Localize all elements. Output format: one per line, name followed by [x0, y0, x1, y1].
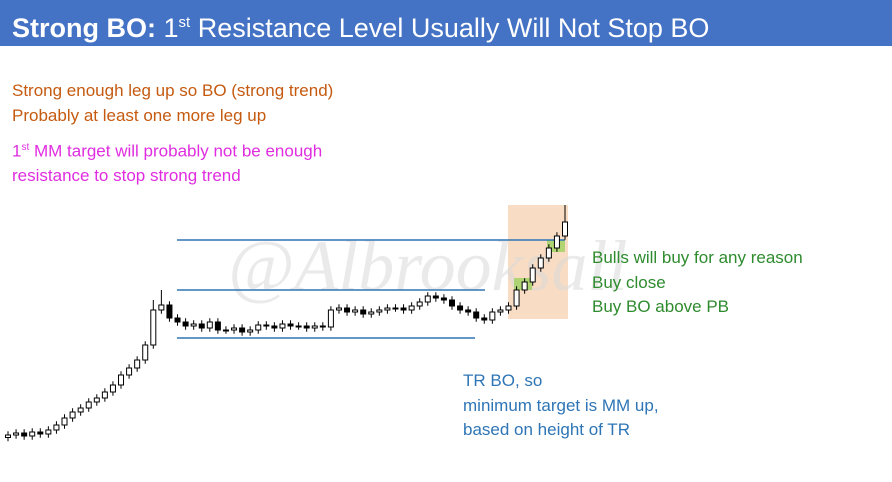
- title-bar: Strong BO: 1st Resistance Level Usually …: [0, 0, 892, 46]
- candle-body: [529, 267, 536, 283]
- note-blue: TR BO, so minimum target is MM up, based…: [463, 369, 659, 443]
- candle-body: [553, 235, 560, 249]
- candle-body: [85, 401, 92, 409]
- note-line: Buy BO above PB: [592, 297, 730, 316]
- candle-body: [335, 307, 342, 311]
- note-rest: MM target will probably not be enough: [29, 141, 323, 161]
- note-line: resistance to stop strong trend: [12, 166, 241, 186]
- candle-body: [190, 323, 197, 327]
- candle-body: [222, 329, 229, 332]
- candle-body: [174, 317, 181, 323]
- candle-body: [255, 324, 262, 331]
- candle-body: [287, 323, 294, 327]
- candle-body: [465, 309, 472, 313]
- candle-body: [505, 305, 512, 311]
- candle-body: [158, 304, 165, 311]
- candle-body: [166, 304, 173, 319]
- candle-body: [239, 327, 246, 333]
- candle-body: [384, 307, 391, 311]
- candle-body: [5, 434, 11, 438]
- candle-body: [13, 432, 20, 436]
- candle-body: [150, 309, 157, 346]
- candle-body: [271, 325, 278, 329]
- candle-body: [327, 309, 334, 328]
- candle-body: [344, 307, 351, 313]
- candle-body: [311, 325, 318, 329]
- candle-body: [392, 307, 399, 310]
- note-line: minimum target is MM up,: [463, 395, 659, 415]
- candle-body: [231, 327, 238, 331]
- candle-body: [69, 411, 76, 419]
- candle-body: [134, 359, 141, 369]
- candle-body: [247, 329, 254, 333]
- note-line: TR BO, so: [463, 371, 543, 390]
- note-magenta: 1st MM target will probably not be enoug…: [12, 136, 322, 189]
- note-line: Strong enough leg up so BO (strong trend…: [12, 81, 334, 100]
- candle-body: [440, 297, 447, 301]
- note-line: Bulls will buy for any reason: [592, 248, 803, 267]
- candle-body: [61, 417, 68, 426]
- note-green: Bulls will buy for any reason Buy close …: [592, 246, 803, 320]
- note-line: based on height of TR: [463, 420, 630, 439]
- candle-body: [263, 324, 270, 327]
- candle-body: [448, 299, 455, 307]
- candle-body: [481, 317, 488, 321]
- candle-body: [513, 289, 520, 307]
- candle-body: [432, 295, 439, 299]
- candle-body: [489, 311, 496, 321]
- candle-body: [53, 424, 60, 431]
- candle-body: [473, 311, 480, 319]
- candle-body: [497, 309, 504, 313]
- candle-body: [142, 344, 149, 361]
- note-sup: st: [21, 142, 30, 153]
- candle-body: [214, 321, 221, 331]
- candle-body: [77, 407, 84, 413]
- candle-body: [360, 309, 367, 315]
- candle-body: [368, 311, 375, 315]
- candle-body: [37, 431, 44, 435]
- title-rest: Resistance Level Usually Will Not Stop B…: [190, 13, 710, 43]
- note-orange: Strong enough leg up so BO (strong trend…: [12, 79, 333, 128]
- candle-body: [101, 391, 108, 399]
- candle-body: [182, 321, 189, 327]
- candle-body: [118, 374, 125, 386]
- candle-body: [457, 305, 464, 311]
- title-num: 1: [163, 13, 179, 43]
- candle-body: [521, 281, 528, 291]
- candle-body: [279, 323, 286, 329]
- candle-body: [198, 323, 205, 329]
- candle-body: [126, 367, 133, 376]
- candle-body: [29, 431, 36, 437]
- candle-body: [562, 221, 568, 237]
- candle-body: [303, 325, 310, 329]
- candle-body: [537, 257, 544, 269]
- candle-body: [93, 397, 100, 403]
- candle-body: [109, 384, 116, 393]
- note-line: 1st MM target will probably not be enoug…: [12, 136, 322, 164]
- note-line: Buy close: [592, 272, 666, 292]
- candle-body: [352, 309, 359, 313]
- candle-body: [424, 295, 431, 303]
- candle-body: [295, 325, 302, 328]
- candle-body: [408, 305, 415, 311]
- candle-body: [206, 321, 213, 329]
- candle-body: [21, 432, 28, 437]
- candle-body: [45, 429, 52, 435]
- candle-body: [400, 307, 407, 311]
- note-line: Probably at least one more leg up: [12, 105, 267, 125]
- title-label: Strong BO:: [12, 13, 156, 43]
- note-num: 1: [12, 141, 22, 161]
- title-sup: st: [178, 14, 191, 31]
- candle-body: [545, 247, 552, 259]
- plot: [5, 205, 568, 442]
- candle-body: [319, 325, 326, 328]
- candle-body: [416, 301, 423, 307]
- candle-body: [376, 309, 383, 313]
